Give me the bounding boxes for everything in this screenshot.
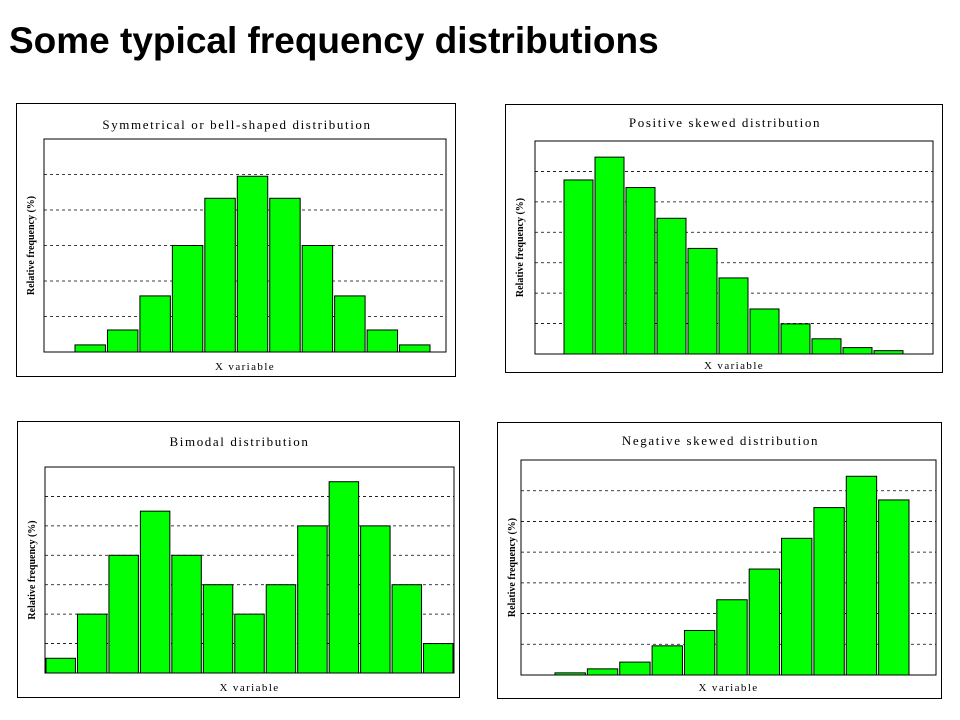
y-axis-label: Relative frequency (%)	[507, 518, 518, 617]
bar-10	[845, 475, 878, 676]
bar-2	[76, 613, 108, 674]
bar-4	[651, 645, 683, 676]
bar-5	[204, 197, 236, 353]
bar-8	[265, 584, 297, 674]
bar-11	[878, 499, 910, 676]
chart-svg-negative-skewed: Negative skewed distribution X variable Re…	[507, 433, 937, 694]
bar-8	[301, 245, 334, 353]
bar-6	[718, 277, 749, 355]
y-axis-label: Relative frequency (%)	[26, 196, 37, 295]
y-axis-label: Relative frequency (%)	[515, 198, 526, 297]
bar-13	[423, 643, 454, 674]
x-axis-label: X variable	[219, 682, 279, 694]
bar-11	[399, 344, 431, 353]
bar-3	[619, 661, 651, 676]
bar-10	[842, 347, 873, 355]
bar-12	[391, 584, 423, 674]
chart-title: Positive skewed distribution	[629, 115, 821, 130]
bar-1	[45, 657, 76, 674]
bar-9	[334, 295, 366, 353]
bar-9	[813, 507, 845, 676]
bar-7	[234, 613, 265, 674]
bar-6	[202, 584, 234, 674]
bar-5	[683, 629, 716, 676]
bar-4	[139, 510, 171, 674]
chart-bimodal: Bimodal distribution X variable Relative f…	[17, 421, 460, 698]
bar-1	[554, 672, 586, 676]
chart-title: Bimodal distribution	[170, 434, 310, 449]
bar-9	[811, 338, 842, 355]
chart-positive-skewed: Positive skewed distribution X variable Re…	[505, 104, 943, 373]
bar-3	[625, 187, 656, 355]
bar-8	[780, 323, 811, 355]
bar-7	[749, 308, 780, 355]
bar-6	[236, 175, 269, 353]
chart-title: Negative skewed distribution	[622, 433, 819, 448]
bar-2	[586, 668, 619, 676]
bar-3	[108, 554, 139, 674]
bar-2	[594, 156, 625, 355]
chart-svg-positive-skewed: Positive skewed distribution X variable Re…	[515, 115, 934, 372]
y-axis-label: Relative frequency (%)	[27, 520, 38, 619]
bar-11	[873, 350, 904, 355]
chart-title: Symmetrical or bell-shaped distribution	[102, 117, 371, 132]
bar-1	[74, 344, 106, 353]
bar-6	[716, 599, 748, 676]
chart-svg-bimodal: Bimodal distribution X variable Relative f…	[27, 434, 455, 694]
chart-symmetrical: Symmetrical or bell-shaped distribution X…	[16, 103, 456, 377]
bar-3	[139, 295, 171, 353]
chart-svg-symmetrical: Symmetrical or bell-shaped distribution X…	[26, 117, 447, 373]
bar-9	[297, 525, 328, 674]
bar-7	[269, 197, 301, 353]
bar-4	[656, 217, 687, 355]
bar-8	[781, 537, 813, 676]
page-title: Some typical frequency distributions	[9, 20, 659, 61]
bar-10	[366, 329, 399, 353]
chart-negative-skewed: Negative skewed distribution X variable Re…	[497, 422, 942, 699]
bar-2	[106, 329, 139, 353]
bar-5	[687, 247, 718, 355]
bar-4	[171, 245, 204, 353]
bar-1	[563, 179, 594, 355]
bar-11	[360, 525, 391, 674]
bar-5	[171, 554, 202, 674]
x-axis-label: X variable	[704, 360, 764, 372]
x-axis-label: X variable	[698, 682, 758, 694]
bar-7	[748, 568, 781, 676]
bar-10	[328, 481, 360, 674]
x-axis-label: X variable	[215, 361, 275, 373]
